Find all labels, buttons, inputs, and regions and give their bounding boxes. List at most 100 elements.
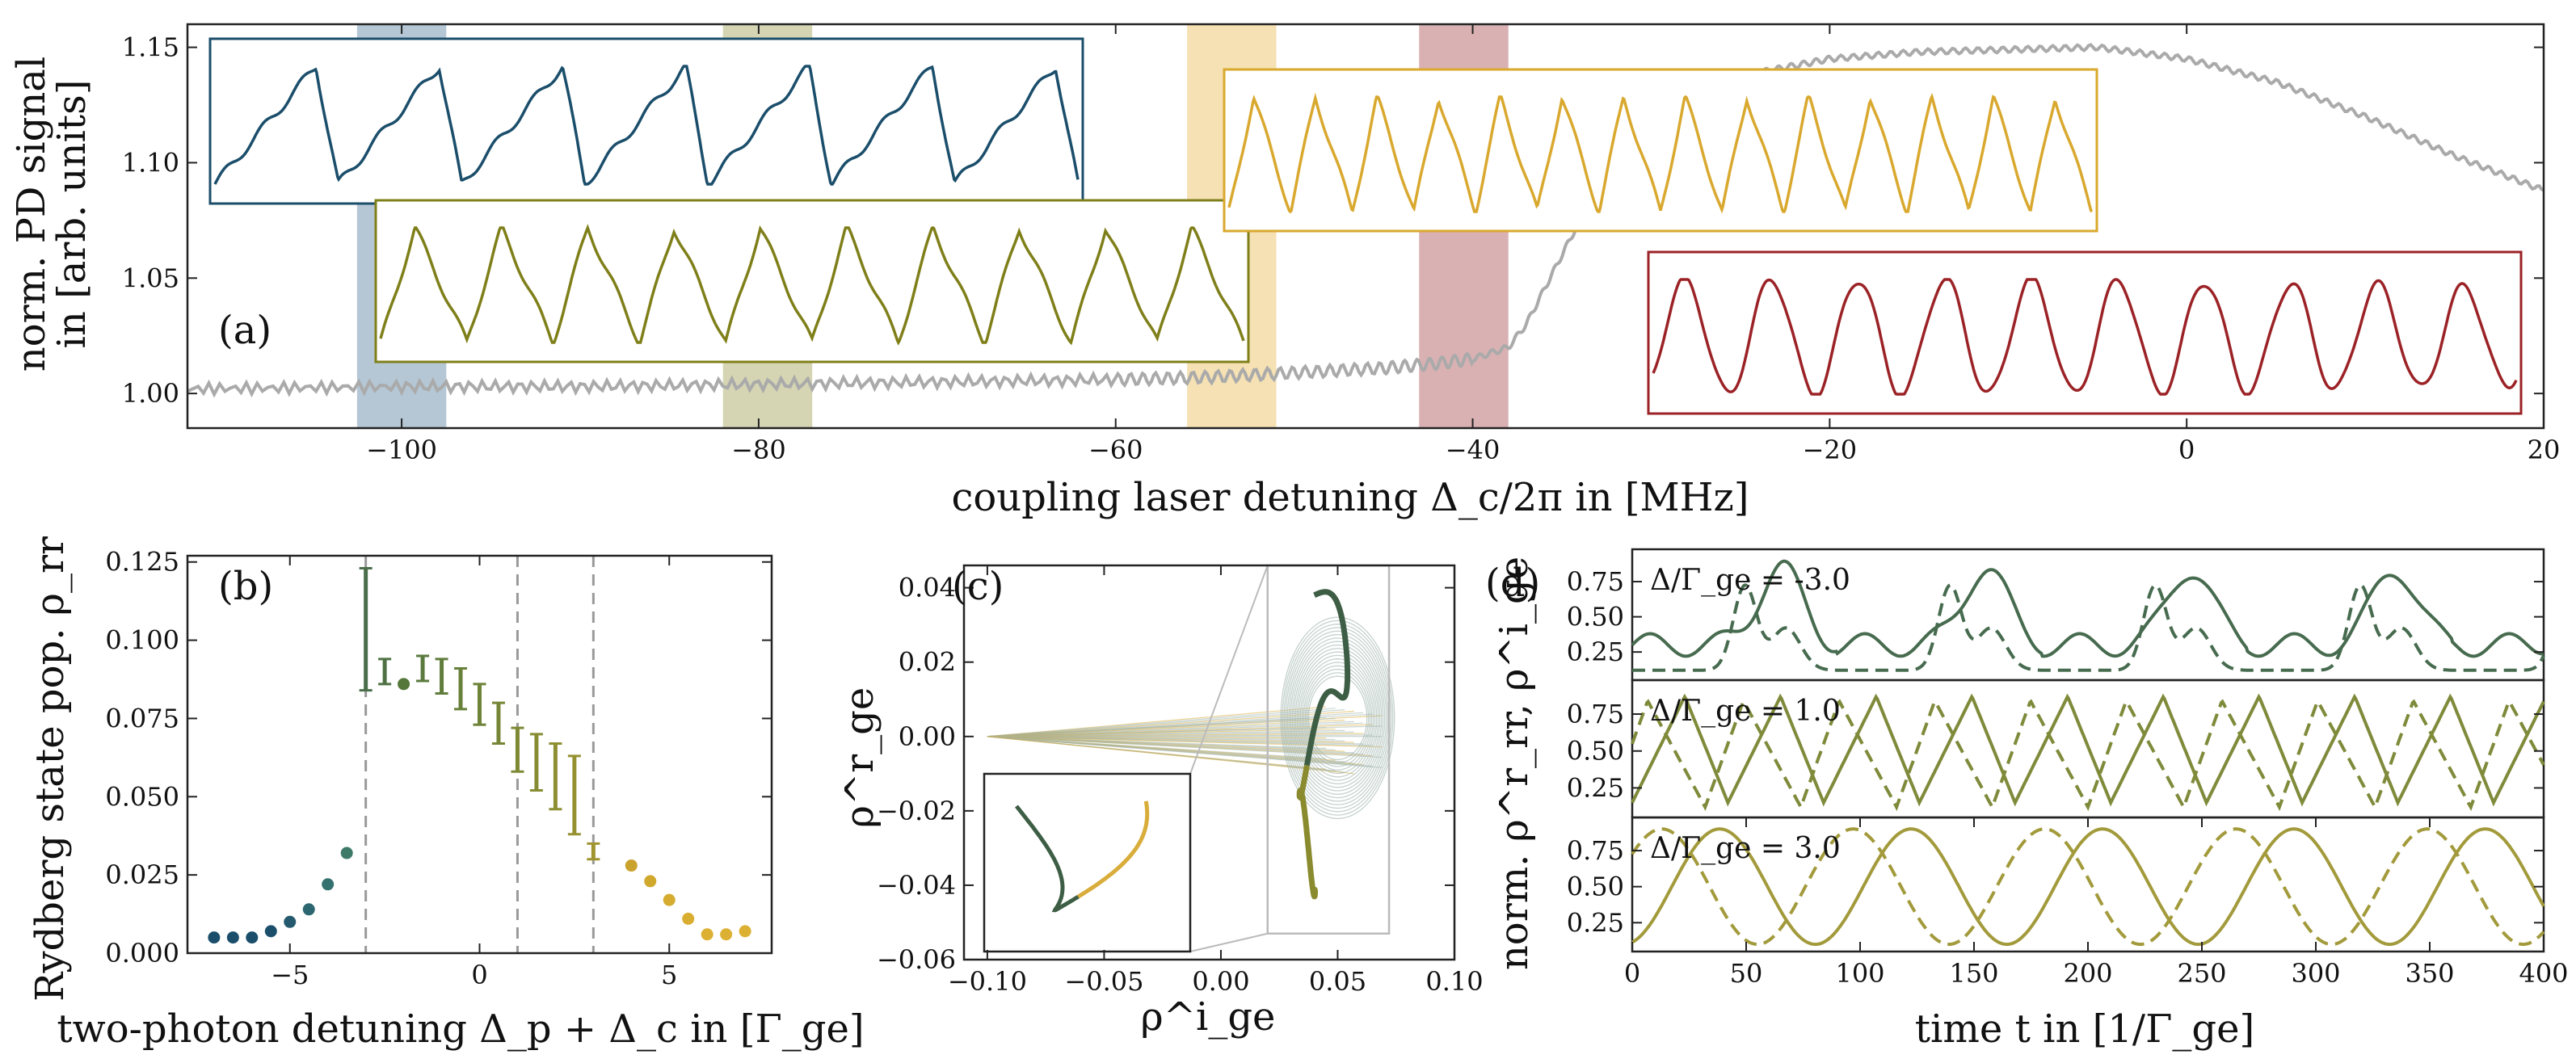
panel-c-xlabel: ρ^i_ge	[1141, 994, 1276, 1040]
panel-c-x-tick-label: 0.10	[1425, 966, 1483, 997]
panel-d-x-tick-label: 150	[1949, 958, 1998, 989]
panel-d-subplots: Δ/Γ_ge = -3.0 Δ/Γ_ge = 1.0 Δ/Γ_ge = 3.0	[1631, 548, 2545, 953]
panel-d-x-tick-label: 400	[2519, 958, 2568, 989]
panel-d-x-tick-label: 50	[1730, 958, 1763, 989]
trajectory-loop	[1299, 658, 1376, 778]
panel-b-y-tick-label: 0.025	[105, 859, 179, 890]
zoom-connector	[1189, 565, 1269, 775]
subplot-label: Δ/Γ_ge = 3.0	[1650, 832, 1841, 865]
trajectory-loop	[1301, 662, 1374, 775]
population-point	[701, 928, 713, 941]
panel-a-ylabel-1: norm. PD signal	[9, 57, 54, 372]
trajectory-loop	[1280, 616, 1395, 820]
rho-rr-line	[1631, 693, 2545, 807]
inset-trajectory	[1077, 800, 1150, 899]
panel-d-y-tick-label: 0.25	[1567, 772, 1624, 803]
population-point	[322, 878, 335, 891]
panel-a-x-tick-label: −40	[1446, 435, 1501, 465]
population-point	[302, 903, 315, 916]
panel-a-label: (a)	[218, 308, 271, 353]
panel-c-frame	[962, 564, 1456, 961]
panel-b-x-tick-label: 0	[471, 960, 487, 990]
population-point	[398, 678, 410, 691]
subplot-label: Δ/Γ_ge = 1.0	[1650, 695, 1841, 728]
panel-d-y-tick-label: 0.25	[1567, 637, 1624, 667]
panel-a-y-tick-label: 1.15	[122, 32, 179, 63]
panel-d-x-tick-label: 0	[1624, 958, 1640, 989]
population-point	[663, 893, 676, 906]
panel-a-x-tick-label: −80	[731, 435, 786, 465]
population-point	[226, 931, 239, 944]
population-point	[284, 915, 297, 928]
panel-a-x-tick-label: −20	[1803, 435, 1858, 465]
panel-d-x-tick-label: 100	[1835, 958, 1884, 989]
zoom-inset	[983, 772, 1192, 953]
panel-b-marks	[208, 566, 751, 944]
trajectory-loop	[1307, 675, 1368, 760]
panel-d-x-tick-label: 350	[2405, 958, 2454, 989]
panel-c-y-tick-label: 0.04	[899, 573, 956, 603]
panel-d-y-tick-label: 0.25	[1567, 907, 1624, 938]
panel-d-x-tick-label: 200	[2063, 958, 2112, 989]
panel-c-trajectories	[983, 564, 1395, 953]
population-point	[264, 925, 277, 938]
panel-a-x-tick-label: −100	[366, 435, 437, 465]
trajectory-loop	[1294, 648, 1381, 788]
trajectory-loop	[1296, 651, 1379, 785]
panel-a-insets	[208, 37, 2523, 415]
panel-c-ticks: −0.10 −0.05 0.00 0.05 0.10 −0.06 −0.04 −0.02 0.0…	[877, 565, 1484, 997]
rho-rr-line	[1631, 559, 2544, 658]
panel-c-y-tick-label: 0.02	[899, 647, 956, 678]
subplot-label: Δ/Γ_ge = -3.0	[1650, 564, 1850, 597]
panel-b-xlabel: two-photon detuning Δ_p + Δ_c in [Γ_ge]	[57, 1006, 864, 1052]
trajectory-loop	[1298, 654, 1378, 781]
inset-trace	[213, 65, 1080, 186]
panel-a-frame	[186, 23, 2545, 430]
panel-d-x-tick-label: 250	[2177, 958, 2226, 989]
main-trajectory	[1303, 589, 1351, 767]
panel-b-x-tick-label: 5	[661, 960, 677, 990]
panel-a-y-tick-label: 1.10	[122, 147, 179, 178]
panel-c-y-tick-label: −0.06	[877, 944, 956, 975]
panel-c-label: (c)	[952, 564, 1004, 609]
inset-box	[208, 37, 1084, 205]
trajectory-loop	[1283, 624, 1392, 813]
trajectory-loop	[1304, 668, 1371, 767]
trajectory-loop	[1282, 620, 1394, 816]
panel-b-y-tick-label: 0.125	[105, 547, 179, 578]
rho-rr-line	[1631, 827, 2545, 947]
panel-a-chart: −100 −80 −60 −40 −20 0 201.001.051.101.15 (a) …	[9, 23, 2561, 520]
inset-trace	[1227, 92, 2094, 214]
trajectory-loop	[1293, 644, 1383, 792]
trajectory-loop	[1306, 672, 1370, 764]
population-point	[625, 859, 638, 872]
panel-d-y-tick-label: 0.50	[1567, 736, 1624, 767]
panel-a-x-tick-label: 20	[2528, 435, 2561, 465]
trajectory-loop	[1285, 627, 1391, 809]
population-point	[682, 912, 695, 925]
panel-a-x-tick-label: 0	[2178, 435, 2195, 465]
panel-b-chart: −5 0 5 0.000 0.025 0.050 0.075 0.100 0.125 (b) t…	[27, 536, 865, 1052]
inset-box	[1647, 250, 2523, 415]
rho-ge-line	[1632, 583, 2545, 672]
panel-b-vlines	[364, 556, 595, 953]
panel-d-label: (d)	[1485, 561, 1540, 606]
panel-a-x-tick-label: −60	[1088, 435, 1143, 465]
panel-c-x-tick-label: 0.05	[1309, 966, 1366, 997]
inset-trace	[379, 224, 1245, 346]
panel-d-xlabel: time t in [1/Γ_ge]	[1915, 1006, 2255, 1052]
panel-b-y-tick-label: 0.050	[105, 781, 179, 812]
trajectory-fan	[987, 736, 1354, 775]
trajectory-fan	[987, 736, 1383, 748]
inset-trajectory	[1015, 805, 1080, 913]
panel-d-y-tick-label: 0.75	[1567, 835, 1624, 866]
population-point	[739, 925, 751, 938]
panel-b-y-tick-label: 0.000	[105, 938, 179, 968]
rho-ge-line	[1631, 827, 2545, 947]
panel-a-y-tick-label: 1.05	[122, 263, 179, 293]
panel-d-y-tick-label: 0.50	[1567, 602, 1624, 632]
panel-b-x-tick-label: −5	[271, 960, 309, 990]
population-point	[208, 931, 221, 944]
panel-b-label: (b)	[218, 564, 273, 609]
